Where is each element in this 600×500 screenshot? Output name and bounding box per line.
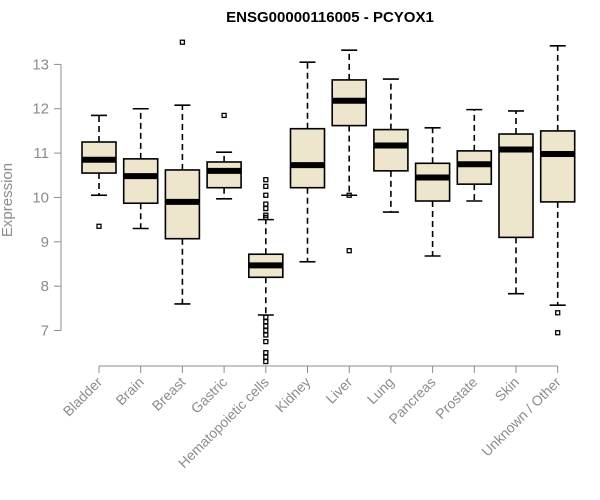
- outlier-point: [263, 358, 269, 365]
- outlier-point: [96, 223, 102, 229]
- outlier-point: [263, 192, 269, 198]
- outlier-point: [555, 310, 561, 316]
- y-axis: 7 8 9 10 11 12 13: [32, 56, 62, 340]
- outlier-point: [263, 332, 269, 338]
- outlier-point: [263, 327, 269, 334]
- box-bladder: [81, 114, 117, 229]
- x-tick-label: Breast: [149, 374, 189, 414]
- y-tick-label: 13: [32, 56, 49, 73]
- x-tick-label: Skin: [492, 374, 523, 405]
- outlier-point: [263, 314, 269, 320]
- x-tick-label: Lung: [364, 374, 397, 407]
- outlier-point: [263, 183, 269, 190]
- outlier-point: [263, 214, 269, 221]
- box-gastric: [206, 112, 242, 200]
- outlier-point: [263, 350, 269, 356]
- box-skin: [498, 110, 534, 295]
- iqr-box: [456, 150, 493, 185]
- y-axis-label: Expression: [0, 163, 16, 237]
- outlier-point: [263, 205, 269, 212]
- outlier-point: [346, 248, 352, 254]
- box-pancreas: [414, 127, 451, 257]
- box-unknown-other: [539, 44, 576, 336]
- box-breast: [164, 39, 201, 305]
- outlier-point: [263, 201, 269, 207]
- x-tick-label: Bladder: [60, 374, 106, 420]
- x-tick-label: Brain: [112, 374, 146, 408]
- boxes-group: [81, 39, 576, 365]
- iqr-box: [373, 128, 409, 172]
- outlier-point: [221, 112, 227, 119]
- outlier-point: [346, 192, 352, 198]
- outlier-point: [263, 338, 269, 345]
- chart-title: ENSG00000116005 - PCYOX1: [226, 9, 434, 26]
- iqr-box: [289, 127, 326, 189]
- box-kidney: [289, 61, 326, 263]
- y-tick-label: 9: [41, 234, 49, 251]
- y-tick-label: 7: [41, 323, 49, 340]
- x-tick-label: Unknown / Other: [478, 374, 564, 460]
- box-lung: [373, 78, 409, 213]
- x-tick-label: Prostate: [432, 374, 480, 422]
- iqr-box: [414, 162, 451, 202]
- box-brain: [122, 107, 159, 230]
- box-hematopoietic-cells: [248, 177, 284, 365]
- outlier-point: [179, 39, 186, 45]
- outlier-point: [263, 354, 269, 360]
- box-liver: [331, 49, 368, 254]
- x-tick-label: Liver: [323, 374, 356, 407]
- y-tick-label: 11: [33, 145, 49, 162]
- y-tick-label: 10: [32, 189, 49, 206]
- outlier-point: [555, 330, 561, 336]
- iqr-box: [206, 161, 242, 189]
- box-prostate: [456, 108, 493, 202]
- iqr-box: [539, 130, 576, 203]
- outlier-point: [263, 318, 269, 325]
- y-tick-label: 12: [32, 101, 49, 118]
- outlier-point: [263, 323, 269, 329]
- x-tick-label: Kidney: [272, 374, 314, 416]
- iqr-box: [122, 158, 159, 205]
- y-tick-label: 8: [41, 278, 49, 295]
- outlier-point: [263, 177, 269, 183]
